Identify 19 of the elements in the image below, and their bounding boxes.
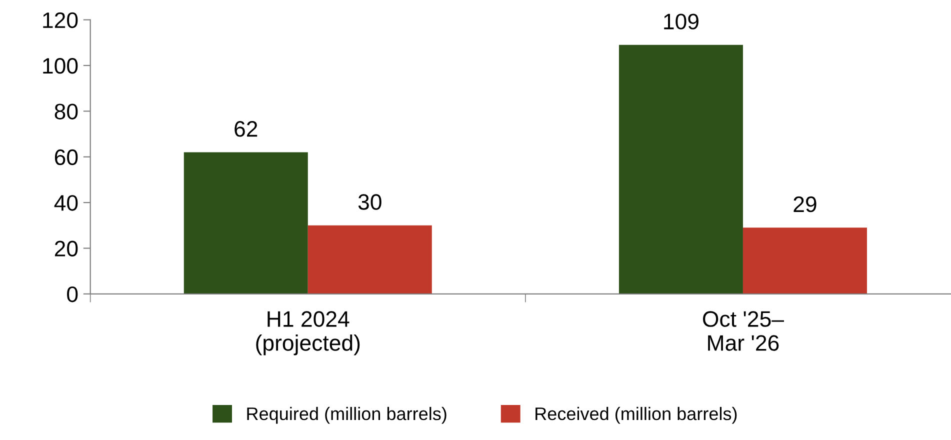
legend-label: Received (million barrels) <box>536 406 737 424</box>
data-label: 30 <box>358 194 382 210</box>
bar <box>742 228 867 294</box>
data-label: 109 <box>664 14 698 30</box>
y-tick-label: 40 <box>54 195 78 211</box>
bar <box>618 44 743 294</box>
y-tick-label: 0 <box>67 286 78 302</box>
bar <box>308 225 432 294</box>
y-tick-label: 80 <box>54 104 78 120</box>
data-label: 62 <box>234 121 258 137</box>
x-tick-label: Oct '25– Mar '26 <box>702 311 784 351</box>
y-tick-label: 20 <box>54 240 78 257</box>
bar <box>184 152 308 294</box>
x-tick-label: H1 2024 (projected) <box>256 311 360 356</box>
y-tick-label: 60 <box>54 149 78 166</box>
legend-label: Required (million barrels) <box>247 406 446 424</box>
y-tick-label: 100 <box>43 58 78 74</box>
data-label: 29 <box>794 196 816 212</box>
y-tick-label: 120 <box>43 12 78 28</box>
